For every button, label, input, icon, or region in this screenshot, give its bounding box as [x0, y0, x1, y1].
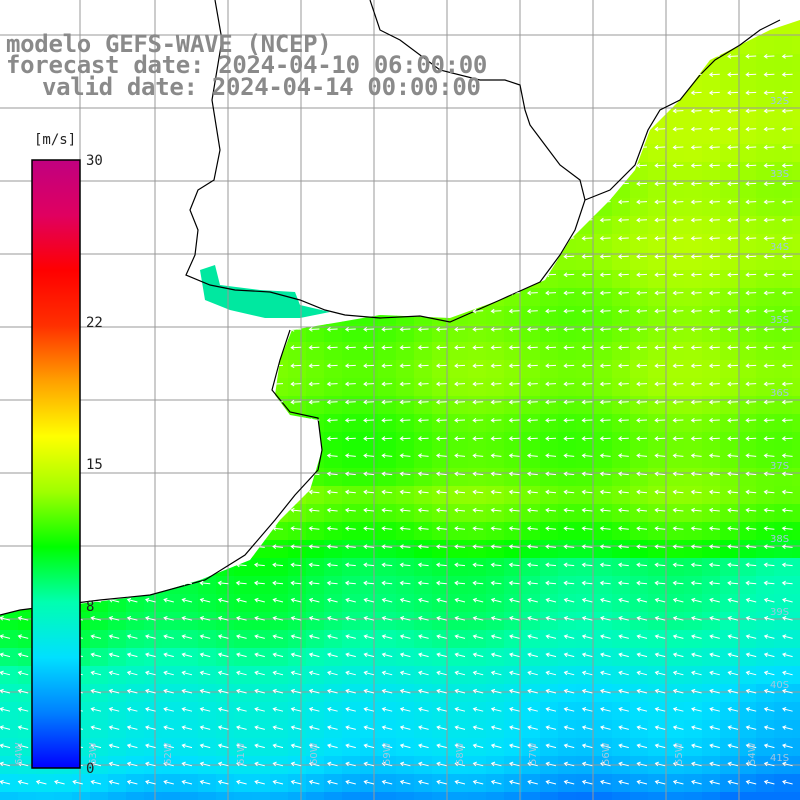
longitude-label: 62W	[163, 742, 174, 765]
longitude-label: 59W	[382, 742, 393, 765]
longitude-label: 56W	[601, 742, 612, 765]
longitude-label: 58W	[455, 742, 466, 765]
longitude-label: 64W	[14, 742, 25, 765]
colorbar-tick-label: 8	[86, 599, 94, 615]
colorbar-tick-label: 0	[86, 761, 94, 777]
longitude-labels: 64W 63W 62W 61W 60W 59W 58W 57W 56W 55W 54W	[14, 742, 758, 765]
longitude-label: 57W	[528, 742, 539, 765]
colorbar: 30 22 15 8 0	[31, 153, 103, 777]
latitude-label: 39S	[770, 607, 789, 618]
latitude-label: 37S	[770, 461, 789, 472]
latitude-label: 33S	[770, 169, 789, 180]
longitude-label: 61W	[236, 742, 247, 765]
latitude-label: 40S	[770, 680, 789, 691]
colorbar-tick-label: 15	[86, 457, 103, 473]
longitude-label: 54W	[747, 742, 758, 765]
colorbar-tick-label: 30	[86, 153, 103, 169]
valid-date: valid date: 2024-04-14 00:00:00	[42, 73, 481, 101]
latitude-label: 34S	[770, 242, 789, 253]
latitude-label: 41S	[770, 753, 789, 764]
latitude-label: 38S	[770, 534, 789, 545]
colorbar-gradient	[31, 159, 81, 769]
latitude-label: 32S	[770, 96, 789, 107]
colorbar-tick-label: 22	[86, 315, 103, 331]
longitude-label: 55W	[674, 742, 685, 765]
latitude-labels: 32S 33S 34S 35S 36S 37S 38S 39S 40S 41S	[770, 96, 789, 764]
model-title: modelo GEFS-WAVE (NCEP)	[6, 30, 332, 58]
longitude-label: 63W	[88, 742, 99, 765]
latitude-label: 36S	[770, 388, 789, 399]
forecast-date: forecast date: 2024-04-10 06:00:00	[6, 51, 488, 79]
latitude-label: 35S	[770, 315, 789, 326]
colorbar-unit: [m/s]	[34, 132, 77, 148]
longitude-label: 60W	[309, 742, 320, 765]
